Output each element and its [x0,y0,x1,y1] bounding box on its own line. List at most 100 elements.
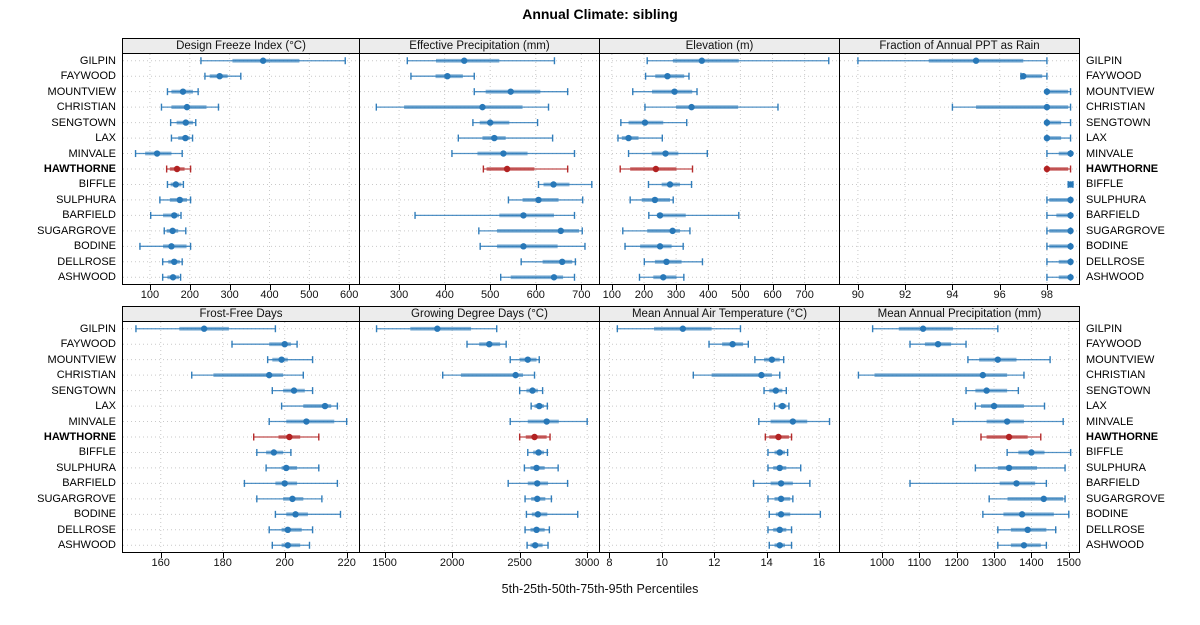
axis-tick-label: 400 [699,289,718,301]
percentile-row [627,150,708,158]
station-label-left: DELLROSE [57,255,116,268]
percentile-row [754,356,785,364]
axis-tick-label: 96 [993,289,1006,301]
percentile-row [768,541,793,549]
axis-tick-mark [587,553,589,558]
axis-tick-mark [384,553,386,558]
percentile-row [1046,150,1074,158]
panel-strip-mean-annual-precipitation: Mean Annual Precipitation (mm) [839,306,1080,322]
axis-tick-mark [284,553,286,558]
station-label-left: LAX [95,400,116,413]
station-label-left: ASHWOOD [57,539,116,552]
axis-tick-mark [581,285,583,290]
percentile-row [135,325,277,333]
station-label-right: GILPIN [1086,54,1123,67]
percentile-row [256,495,323,503]
axis-tick-mark [772,285,774,290]
axis-tick-mark [611,285,613,290]
station-label-right: MINVALE [1086,415,1134,428]
axis-tick-mark [881,553,883,558]
axis-tick-label: 600 [340,289,359,301]
axis-tick-label: 16 [812,557,826,569]
percentile-row [767,495,794,503]
axis-tick-label: 200 [180,289,199,301]
percentile-row [1046,227,1074,235]
station-label-left: CHRISTIAN [56,101,116,114]
percentile-row [1006,448,1072,456]
axis-tick-label: 500 [481,289,500,301]
axis-tick-mark [309,285,311,290]
percentile-row [525,510,579,518]
axis-tick-label: 300 [220,289,239,301]
station-label-right: BIFFLE [1086,446,1124,459]
station-label-left: BARFIELD [62,477,116,490]
percentile-row [406,57,556,65]
percentile-row [160,103,220,111]
percentile-row [507,196,584,204]
panel-strip-mean-annual-air-temperature: Mean Annual Air Temperature (°C) [599,306,840,322]
axis-tick-mark [160,553,162,558]
percentile-row [1046,211,1074,219]
percentile-row [616,325,742,333]
percentile-row [647,180,693,188]
axis-tick-mark [676,285,678,290]
percentile-row [988,495,1066,503]
panel-strip-design-freeze-index: Design Freeze Index (°C) [122,38,360,54]
panel-strip-fraction-ppt-rain: Fraction of Annual PPT as Rain [839,38,1080,54]
percentile-row [692,371,781,379]
percentile-row [266,356,314,364]
percentile-row [166,180,185,188]
percentile-row [622,227,691,235]
station-label-left: HAWTHORNE [43,163,116,175]
station-label-left: ASHWOOD [57,271,116,284]
station-label-left: SENGTOWN [51,116,116,129]
station-label-left: FAYWOOD [60,70,116,83]
percentiles-caption: 5th-25th-50th-75th-95th Percentiles [501,582,699,596]
percentile-row [169,119,197,127]
percentile-row [758,418,831,426]
station-label-left: FAYWOOD [60,338,116,351]
percentile-row [773,402,790,410]
percentile-row [524,495,553,503]
station-label-right: FAYWOOD [1086,338,1142,351]
percentile-row [256,448,292,456]
axis-tick-label: 1000 [869,557,895,569]
station-label-right: DELLROSE [1086,255,1145,268]
percentile-row [530,402,549,410]
station-label-right: CHRISTIAN [1086,369,1146,382]
axis-tick-mark [1068,553,1070,558]
percentile-row [150,211,182,219]
percentile-row [965,387,1020,395]
axis-tick-label: 1500 [372,557,397,569]
axis-tick-label: 10 [655,557,668,569]
percentile-row [643,258,704,266]
percentile-row [523,464,559,472]
station-label-left: BODINE [73,240,116,253]
panel-strip-growing-degree-days: Growing Degree Days (°C) [359,306,600,322]
percentile-row [619,165,694,173]
axis-tick-mark [349,285,351,290]
axis-tick-label: 100 [140,289,160,301]
percentile-row [472,119,539,127]
axis-tick-label: 180 [213,557,232,569]
percentile-row [473,88,569,96]
percentile-row [410,72,475,80]
percentile-row [871,325,999,333]
station-label-right: LAX [1086,132,1107,145]
station-label-right: FAYWOOD [1086,70,1142,83]
percentile-row [253,433,320,441]
percentile-row [909,340,967,348]
station-label-left: BODINE [73,508,116,521]
axis-tick-mark [269,285,271,290]
axis-tick-label: 700 [572,289,591,301]
axis-tick-mark [189,285,191,290]
station-label-right: SULPHURA [1086,193,1146,206]
panel-effective-precipitation-mm [359,53,600,285]
percentile-row [509,418,588,426]
axis-tick-label: 92 [899,289,912,301]
axis-tick-label: 1200 [944,557,969,569]
axis-tick-mark [999,285,1001,290]
percentile-row [524,526,551,534]
percentile-row [271,387,314,395]
percentile-row [537,180,593,188]
